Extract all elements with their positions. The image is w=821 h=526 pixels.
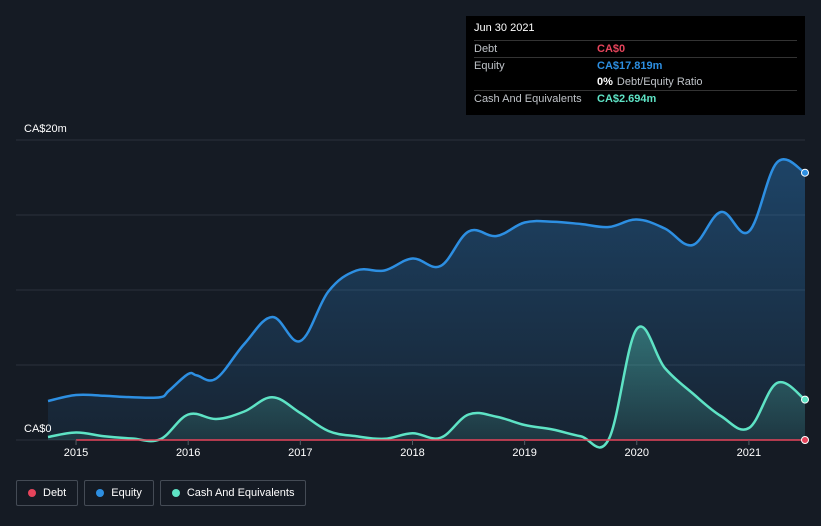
tooltip-cash-label: Cash And Equivalents bbox=[474, 93, 582, 105]
legend-item-cash[interactable]: Cash And Equivalents bbox=[159, 480, 307, 506]
x-tick-label-2016: 2016 bbox=[176, 447, 200, 459]
tooltip-row-debt: Debt CA$0 bbox=[474, 41, 797, 58]
axis-layer: CA$20m CA$0 2015 2016 2017 2018 2019 2020 2021 bbox=[24, 123, 761, 459]
tooltip-cash-value: CA$2.694m bbox=[597, 93, 657, 105]
x-tick-label-2020: 2020 bbox=[625, 447, 649, 459]
tooltip-ratio-value: 0% bbox=[597, 76, 613, 88]
y-axis-bottom-label: CA$0 bbox=[24, 423, 52, 435]
tooltip-debt-label: Debt bbox=[474, 43, 498, 55]
equity-end-point bbox=[801, 168, 809, 177]
chart-legend: Debt Equity Cash And Equivalents bbox=[16, 480, 307, 506]
tooltip-date: Jun 30 2021 bbox=[474, 22, 797, 41]
debt-dot-icon bbox=[28, 489, 36, 497]
series-layer bbox=[47, 158, 809, 449]
cash-dot-icon bbox=[171, 489, 180, 497]
legend-item-equity[interactable]: Equity bbox=[84, 480, 154, 506]
x-tick-label-2017: 2017 bbox=[288, 447, 312, 459]
x-tick-label-2015: 2015 bbox=[64, 447, 88, 459]
x-tick-label-2019: 2019 bbox=[512, 447, 536, 459]
cash-end-point bbox=[801, 395, 809, 404]
tooltip-debt-value: CA$0 bbox=[597, 43, 626, 55]
legend-item-debt[interactable]: Debt bbox=[16, 480, 79, 506]
tooltip-equity-value: CA$17.819m bbox=[597, 60, 663, 72]
tooltip-equity-label: Equity bbox=[474, 60, 505, 72]
x-tick-label-2021: 2021 bbox=[737, 447, 761, 459]
tooltip-row-equity: Equity CA$17.819m bbox=[474, 58, 797, 74]
cash-line bbox=[47, 325, 806, 449]
equity-line bbox=[47, 158, 806, 403]
equity-area bbox=[48, 159, 805, 440]
tooltip-row-ratio: 0% Debt/Equity Ratio bbox=[474, 74, 797, 91]
x-tick-label-2018: 2018 bbox=[400, 447, 424, 459]
tooltip-ratio-label: Debt/Equity Ratio bbox=[616, 76, 703, 88]
equity-dot-icon bbox=[96, 489, 105, 497]
y-axis-top-label: CA$20m bbox=[24, 123, 67, 135]
legend-equity-label: Equity bbox=[111, 487, 142, 499]
debt-end-point bbox=[801, 436, 809, 444]
tooltip-row-cash: Cash And Equivalents CA$2.694m bbox=[474, 91, 797, 107]
legend-cash-label: Cash And Equivalents bbox=[186, 487, 295, 499]
legend-debt-label: Debt bbox=[43, 487, 67, 499]
tooltip-panel: Jun 30 2021 Debt CA$0 Equity CA$17.819m … bbox=[466, 16, 805, 115]
